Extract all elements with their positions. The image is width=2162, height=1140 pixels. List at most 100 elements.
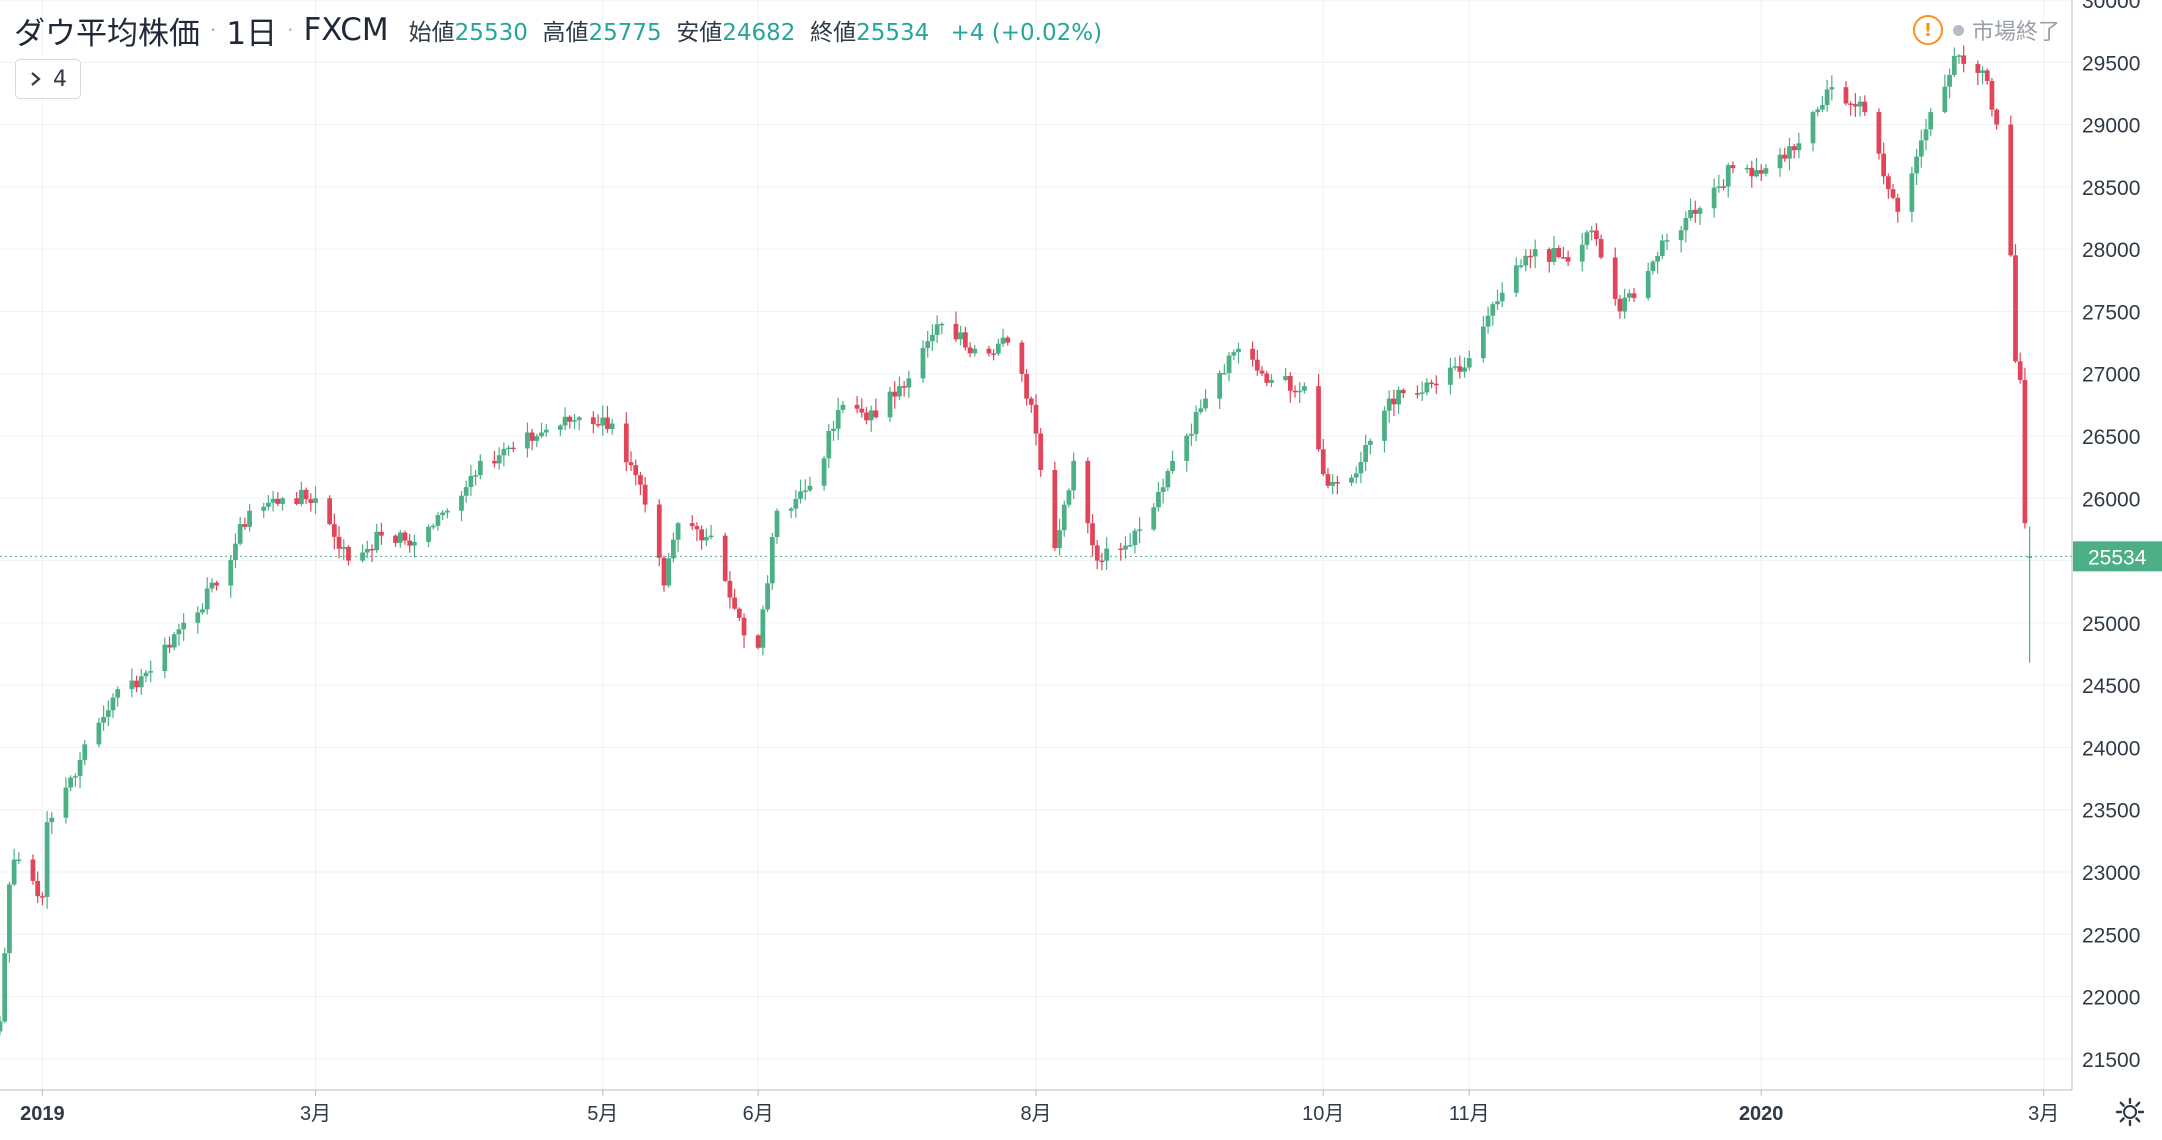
candle-body [440,512,446,516]
y-tick-label: 23000 [2082,862,2140,885]
symbol-name[interactable]: ダウ平均株価 [14,15,200,52]
candle-body [176,629,182,635]
candle-body [656,504,662,558]
candle-body [1052,469,1058,549]
candle-body [1236,348,1241,353]
candle-body [1947,74,1952,87]
candle-body [609,423,615,430]
indicators-toggle-button[interactable]: 4 [15,59,81,99]
candle-body [1085,460,1091,524]
candle-body [477,460,483,476]
candle-body [77,759,83,777]
candle-body [774,510,780,538]
candle-body [393,535,398,543]
candle-body [995,343,1001,354]
candle-body [101,716,106,723]
candle-body [1956,55,1962,57]
candle-body [266,502,271,507]
legend: ダウ平均株価 · 1日 · FXCM 始値25530 高値25775 安値246… [14,10,1102,52]
candle-body [1909,173,1915,212]
candle-body [1193,411,1199,434]
candle-body [991,353,996,355]
candle-body [835,409,841,429]
candle-body [341,546,347,549]
candle-body [1254,359,1260,371]
candle-body [1631,293,1637,298]
candle-body [868,410,874,421]
candle-body [901,386,907,388]
candle-body [689,523,695,527]
candle-body [1033,404,1039,434]
candle-body [7,884,12,954]
candle-body [1787,146,1792,159]
candle-body [1302,386,1307,391]
candle-body [600,417,606,426]
candle-body [1335,482,1340,484]
time-axis[interactable] [0,1090,2162,1140]
candle-body [741,617,747,636]
y-tick-label: 22500 [2082,924,2140,947]
y-tick-label: 23500 [2082,800,2140,823]
candle-body [1528,255,1533,258]
candle-body [1000,337,1006,344]
candle-body [1221,372,1227,375]
candle-body [1650,261,1656,272]
candle-body [331,524,337,537]
candle-body [360,552,365,561]
candle-body [1697,208,1703,214]
candle-body [525,432,530,449]
candle-body [1848,103,1854,105]
candle-body [1683,218,1689,231]
candle-body [2008,124,2014,256]
candle-body [444,510,450,513]
candle-body [1961,55,1967,64]
candle-body [1711,187,1717,209]
candle-body [346,546,351,561]
candle-body [1885,176,1891,190]
candle-body [529,432,535,441]
open-value: 25530 [454,20,528,46]
candle-body [765,583,770,610]
candle-body [49,817,55,823]
candle-body [1692,209,1698,214]
candle-body [204,588,210,610]
candle-body [40,896,45,898]
candle-body [1396,389,1401,405]
candle-body [1758,170,1764,174]
candle-body [1688,209,1693,218]
candle-body [105,710,111,717]
gear-icon[interactable] [2114,1096,2146,1128]
candle-body [1452,366,1458,368]
candle-body [826,431,832,459]
candle-body [595,424,601,426]
candle-body [1005,337,1011,343]
candle-body [939,323,945,326]
candle-body [1490,304,1496,316]
candle-body [962,332,968,348]
close-label: 終値 [810,20,857,46]
interval-label[interactable]: 1日 [226,15,278,52]
candle-body [195,612,201,623]
low-label: 安値 [676,20,723,46]
candle-body [1989,80,1995,110]
candle-body [1923,129,1929,141]
candle-body [96,722,102,745]
candle-body [1170,460,1175,472]
x-tick-label: 3月 [2028,1103,2059,1125]
candle-body [299,489,304,505]
candle-body [2027,556,2032,558]
candle-body [1325,474,1331,486]
candle-body [1485,315,1491,327]
y-tick-label: 24000 [2082,737,2140,760]
candle-body [379,531,384,536]
candle-body [1890,189,1896,198]
candle-body [44,822,50,897]
candle-body [1358,461,1364,474]
candle-body [308,499,314,503]
exclamation-icon[interactable]: ! [1912,15,1943,45]
candle-body [642,484,648,505]
y-tick-label: 25000 [2082,613,2140,636]
candle-body [2013,255,2018,362]
